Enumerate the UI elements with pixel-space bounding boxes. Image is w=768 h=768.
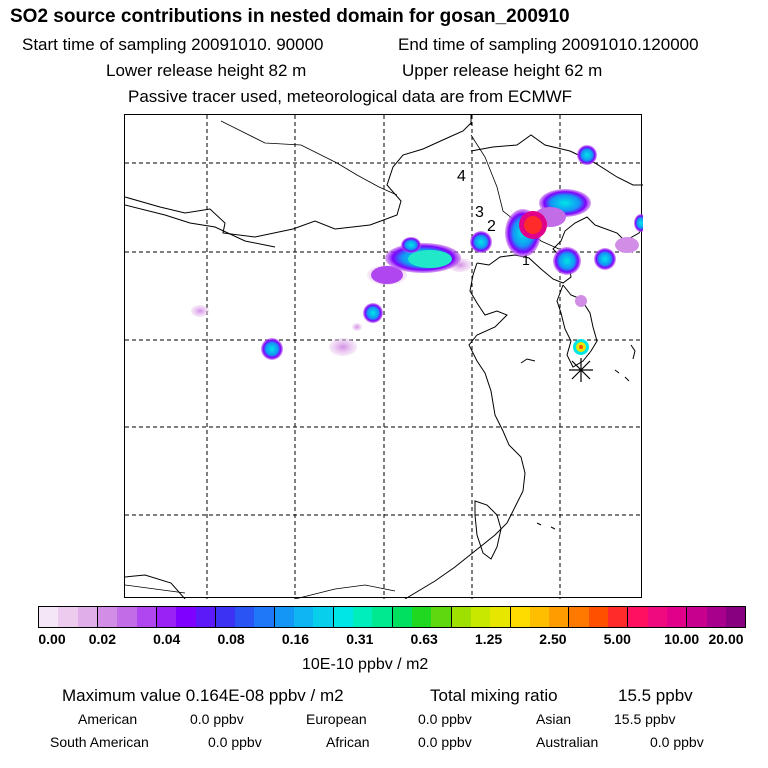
tracer-note: Passive tracer used, meteorological data… [128,87,573,106]
colorbar-unit: 10E-10 ppbv / m2 [302,656,429,673]
start-time: Start time of sampling 20091010. 90000 [22,35,324,54]
region-asian-value: 15.5 ppbv [614,711,676,727]
colorbar-cell [411,607,432,627]
source-label-4: 4 [457,168,466,185]
source-label-2: 2 [487,218,496,235]
colorbar-cell [687,607,707,627]
region-american-label: American [78,711,138,727]
colorbar-cell [176,607,196,627]
colorbar-cell [667,607,688,627]
colorbar-cell [39,607,59,627]
region-australian-label: Australian [536,734,599,750]
source-label-3: 3 [475,204,484,221]
end-time: End time of sampling 20091010.120000 [398,35,699,54]
colorbar-cell [97,607,118,627]
map-grid [125,115,643,599]
colorbar-cell [333,607,353,627]
colorbar-cell [549,607,570,627]
colorbar [38,606,746,628]
page-title: SO2 source contributions in nested domai… [10,6,570,27]
colorbar-cell [451,607,471,627]
colorbar-cell [235,607,255,627]
total-mixing-label: Total mixing ratio [430,686,558,705]
colorbar-cell [510,607,530,627]
colorbar-cell [529,607,550,627]
colorbar-cell [294,607,314,627]
colorbar-cell [156,607,177,627]
colorbar-cell [608,607,629,627]
colorbar-cell [313,607,334,627]
colorbar-tick-label: 5.00 [603,631,631,647]
map-panel: 4 3 2 1 [124,114,643,599]
total-mixing-value: 15.5 ppbv [618,686,693,705]
colorbar-tick-label: 0.02 [88,631,116,647]
colorbar-tick-label: 10.00 [664,631,700,647]
asterisk-icon [569,358,593,382]
colorbar-cell [628,607,648,627]
colorbar-cell [470,607,491,627]
colorbar-tick-label: 0.63 [410,631,438,647]
colorbar-cell [274,607,295,627]
region-european-label: European [306,711,367,727]
colorbar-cell [254,607,275,627]
colorbar-tick-label: 0.16 [281,631,310,647]
colorbar-cell [588,607,609,627]
region-african-value: 0.0 ppbv [418,734,472,750]
coastlines [125,115,643,599]
colorbar-tick-label: 2.50 [539,631,567,647]
colorbar-tick-label: 20.00 [708,631,744,647]
colorbar-tick-label: 0.08 [217,631,245,647]
colorbar-cell [431,607,452,627]
colorbar-cell [392,607,412,627]
colorbar-cell [117,607,137,627]
map-canvas: 4 3 2 1 [125,115,643,599]
region-south-american-label: South American [50,734,149,750]
colorbar-cell [647,607,667,627]
region-african-label: African [326,734,370,750]
region-south-american-value: 0.0 ppbv [208,734,262,750]
colorbar-cell [136,607,157,627]
region-asian-label: Asian [536,711,572,727]
so2-plumes [191,145,643,360]
country-borders [125,120,560,599]
source-label-1: 1 [522,252,530,268]
colorbar-cell [706,607,726,627]
colorbar-cell [77,607,98,627]
region-american-value: 0.0 ppbv [190,711,244,727]
lower-release-height: Lower release height 82 m [106,61,307,80]
colorbar-cell [195,607,216,627]
colorbar-tick-label: 0.31 [346,631,374,647]
colorbar-cell [569,607,589,627]
colorbar-cell [490,607,511,627]
region-european-value: 0.0 ppbv [418,711,472,727]
colorbar-tick-label: 1.25 [474,631,503,647]
colorbar-cell [58,607,78,627]
colorbar-tick-label: 0.00 [38,631,66,647]
max-value: Maximum value 0.164E-08 ppbv / m2 [62,686,344,705]
region-australian-value: 0.0 ppbv [650,734,704,750]
colorbar-cell [372,607,393,627]
colorbar-cell [353,607,373,627]
colorbar-cell [215,607,236,627]
upper-release-height: Upper release height 62 m [402,61,603,80]
colorbar-tick-label: 0.04 [153,631,181,647]
colorbar-cell [725,607,746,627]
